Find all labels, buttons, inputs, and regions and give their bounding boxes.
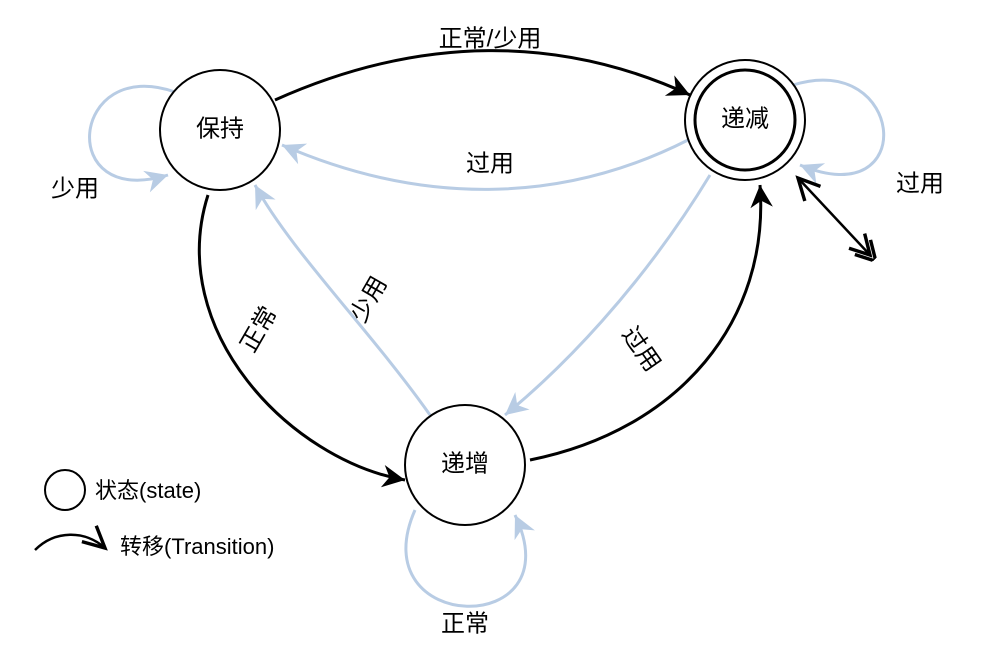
start-arrow <box>798 178 870 255</box>
node-dec-label: 递减 <box>721 105 769 132</box>
label-keep-to-dec: 正常/少用 <box>439 25 542 52</box>
label-inc-to-dec: 过用 <box>616 322 666 377</box>
node-inc: 递增 <box>405 405 525 525</box>
legend-transition-icon <box>35 535 105 550</box>
selfloop-dec <box>793 80 884 174</box>
node-inc-label: 递增 <box>441 450 489 477</box>
state-diagram: 保持 递减 递增 正常/少用 过用 正常 少用 过用 少用 过用 正常 状态(s… <box>0 0 1000 653</box>
label-inc-to-keep: 少用 <box>345 272 392 327</box>
node-keep-label: 保持 <box>196 115 244 142</box>
edge-inc-to-dec <box>530 185 761 460</box>
edge-inc-to-keep <box>255 185 430 415</box>
edge-dec-to-inc <box>505 175 710 415</box>
label-dec-to-keep: 过用 <box>466 150 514 177</box>
legend: 状态(state) 转移(Transition) <box>35 470 274 559</box>
legend-transition-label: 转移(Transition) <box>120 534 274 559</box>
edge-keep-to-dec <box>275 51 690 100</box>
legend-state-icon <box>45 470 85 510</box>
legend-state-label: 状态(state) <box>95 478 201 503</box>
node-dec: 递减 <box>685 60 805 180</box>
node-keep: 保持 <box>160 70 280 190</box>
label-selfloop-dec: 过用 <box>896 170 944 197</box>
label-selfloop-keep: 少用 <box>51 175 99 202</box>
label-keep-to-inc: 正常 <box>235 302 282 357</box>
edge-keep-to-inc <box>199 195 405 480</box>
label-selfloop-inc: 正常 <box>441 610 489 637</box>
